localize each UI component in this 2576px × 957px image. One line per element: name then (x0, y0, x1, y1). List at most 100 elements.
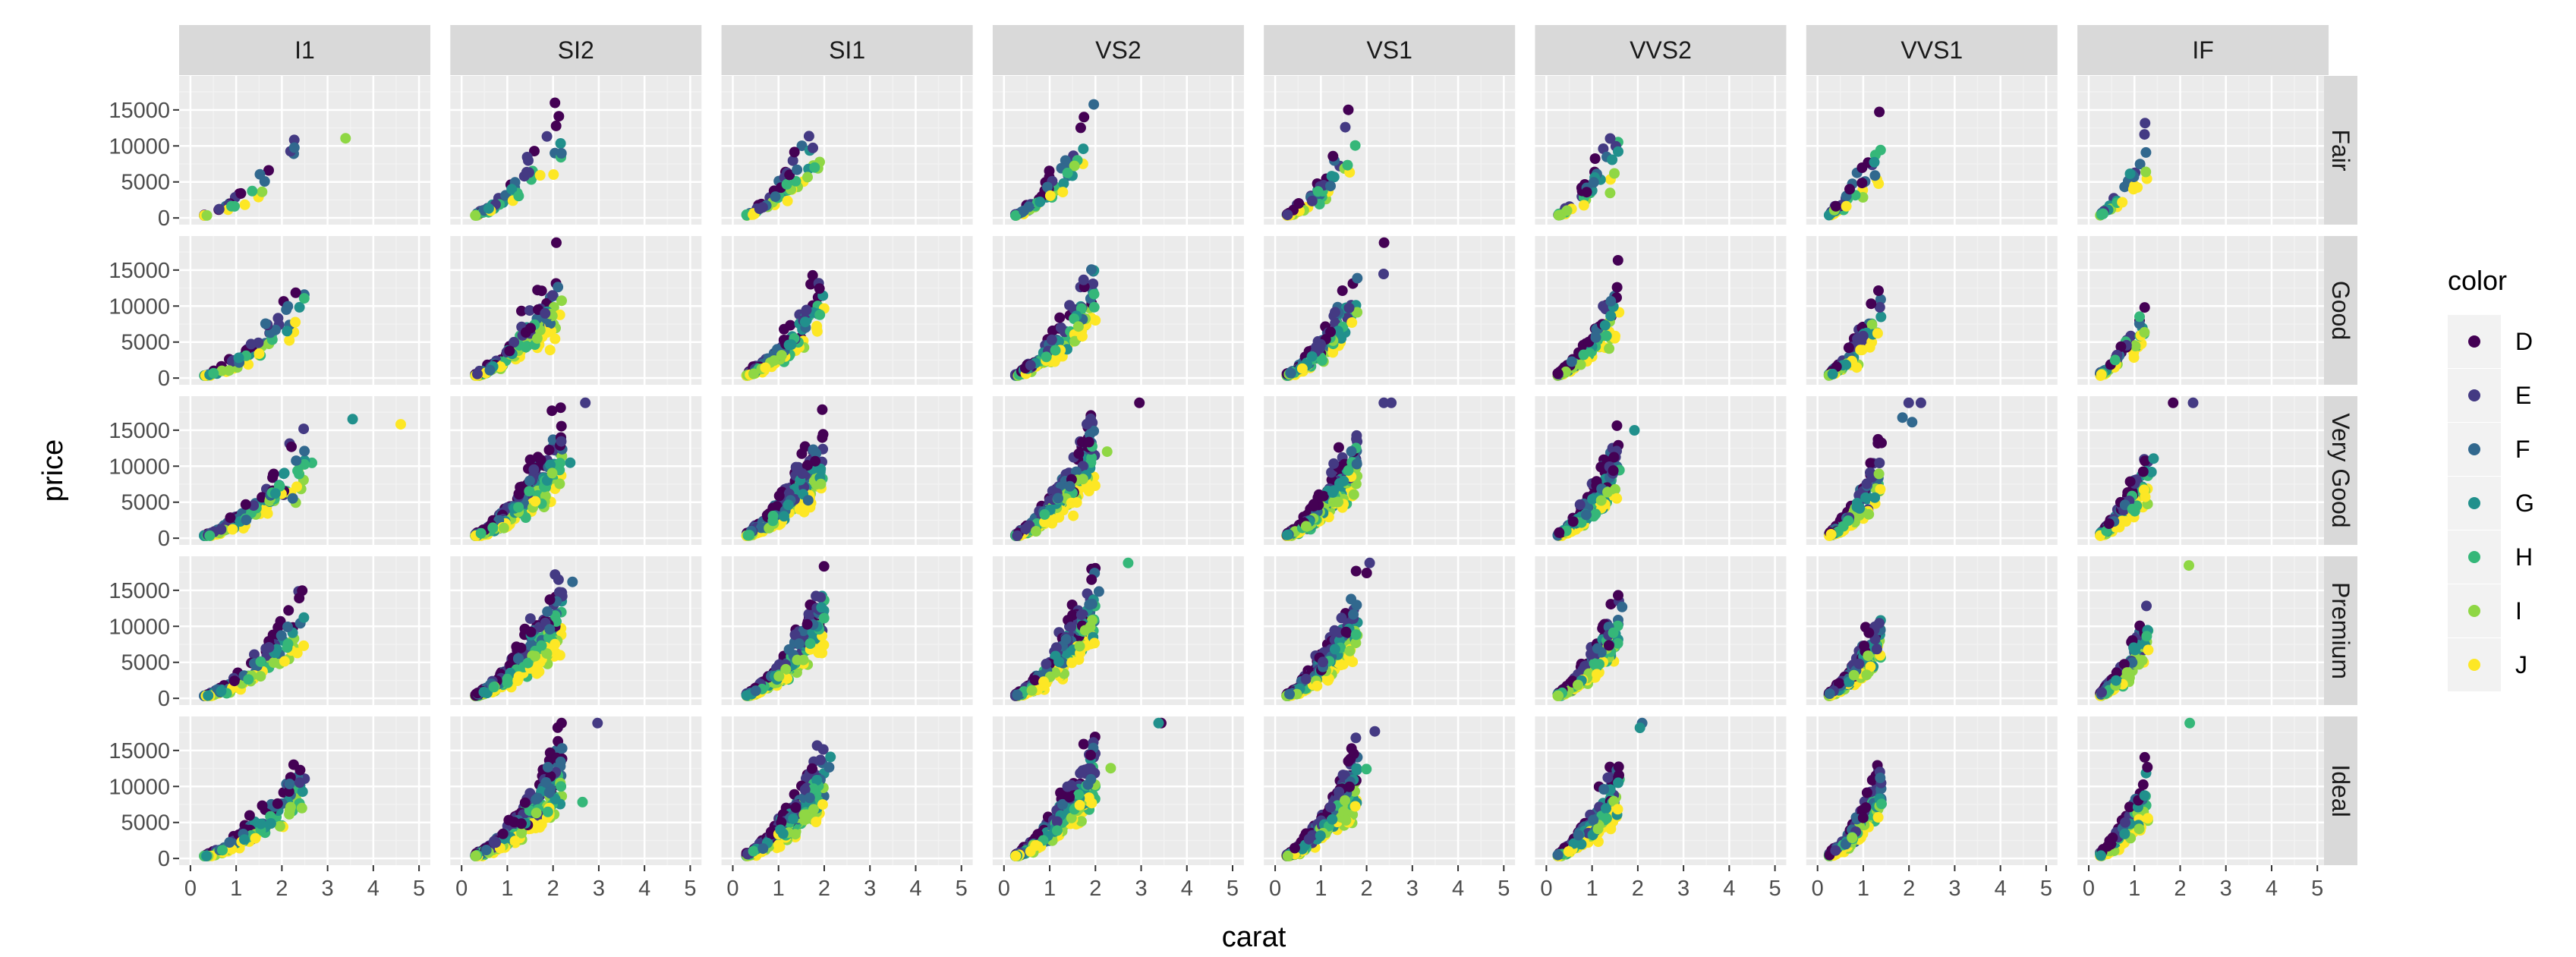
scatter-point-j (530, 496, 541, 507)
scatter-point-i (1333, 496, 1343, 508)
scatter-point-g (298, 612, 310, 623)
scatter-point-i (1072, 321, 1084, 332)
scatter-point-h (475, 527, 487, 539)
scatter-point-j (550, 333, 561, 345)
scatter-point-f (1019, 205, 1029, 216)
scatter-point-d (789, 146, 800, 158)
scatter-point-j (254, 348, 265, 360)
scatter-point-f (1588, 177, 1599, 188)
scatter-point-d (225, 512, 236, 524)
scatter-point-j (1825, 529, 1837, 540)
scatter-point-j (2096, 369, 2107, 380)
scatter-point-g (506, 184, 518, 195)
scatter-point-h (1010, 209, 1022, 221)
scatter-point-f (544, 624, 556, 635)
scatter-point-f (1352, 272, 1363, 284)
facet-panel-si1-very-good (721, 396, 973, 545)
scatter-point-j (290, 316, 301, 328)
scatter-point-i (546, 467, 558, 479)
scatter-point-h (814, 309, 826, 320)
scatter-point-d (1552, 368, 1564, 379)
scatter-point-i (268, 657, 279, 669)
scatter-point-j (1083, 486, 1094, 496)
scatter-point-e (1903, 397, 1914, 408)
scatter-point-d (1327, 150, 1339, 162)
scatter-point-e (1075, 609, 1087, 621)
scatter-point-g (203, 690, 214, 701)
scatter-point-h (1312, 186, 1324, 197)
scatter-point-g (2148, 453, 2159, 464)
facet-panel-if-very-good (2077, 396, 2329, 545)
scatter-point-h (1578, 349, 1589, 360)
facet-panel-vs1-very-good (1264, 396, 1516, 545)
scatter-point-d (2168, 397, 2179, 408)
scatter-point-d (228, 675, 240, 687)
scatter-point-f (1086, 264, 1097, 275)
scatter-point-h (1041, 351, 1052, 363)
scatter-point-j (495, 361, 506, 373)
scatter-point-d (546, 405, 558, 417)
scatter-point-j (794, 504, 805, 515)
scatter-point-d (1075, 122, 1086, 134)
facet-panel-i1-very-good (179, 396, 430, 545)
scatter-point-j (1346, 317, 1358, 328)
scatter-point-g (555, 138, 566, 149)
scatter-point-g (483, 203, 494, 214)
scatter-point-f (259, 176, 270, 187)
facet-panel-if-fair (2077, 76, 2329, 225)
scatter-point-g (816, 602, 827, 613)
scatter-point-d (1308, 499, 1319, 510)
scatter-point-h (524, 486, 535, 497)
scatter-point-i (201, 209, 213, 221)
scatter-point-i (2139, 326, 2150, 338)
scatter-point-f (282, 301, 294, 312)
scatter-point-h (1349, 140, 1361, 151)
scatter-point-d (516, 305, 527, 316)
scatter-point-f (1581, 509, 1592, 521)
scatter-point-d (1337, 285, 1348, 296)
facet-panel-si1-fair (721, 76, 973, 225)
scatter-point-d (1083, 436, 1094, 448)
scatter-point-g (779, 511, 789, 522)
facet-panel-vs2-fair (992, 76, 1244, 225)
scatter-point-e (808, 142, 818, 153)
scatter-point-e (509, 336, 520, 348)
scatter-point-i (2140, 166, 2152, 178)
scatter-point-g (1326, 171, 1337, 182)
scatter-point-f (808, 444, 819, 455)
scatter-point-j (1090, 315, 1101, 326)
scatter-point-i (748, 368, 759, 379)
scatter-point-j (548, 169, 559, 180)
scatter-point-h (487, 522, 499, 534)
scatter-point-e (524, 613, 536, 625)
scatter-point-h (521, 342, 531, 353)
scatter-point-d (2103, 518, 2115, 529)
scatter-point-d (513, 489, 524, 500)
scatter-point-d (2139, 302, 2150, 313)
scatter-point-g (294, 301, 305, 313)
scatter-point-f (276, 630, 287, 641)
scatter-point-g (1827, 368, 1838, 379)
scatter-point-h (488, 682, 499, 693)
scatter-point-g (1605, 310, 1617, 322)
scatter-point-f (1088, 99, 1100, 110)
scatter-point-f (1064, 480, 1075, 492)
scatter-point-f (750, 685, 761, 697)
facet-panel-i1-premium (179, 556, 430, 705)
scatter-point-d (286, 441, 297, 452)
scatter-point-e (528, 464, 540, 475)
scatter-point-d (529, 146, 540, 157)
scatter-point-h (282, 638, 294, 650)
scatter-point-e (1351, 430, 1362, 441)
scatter-point-d (1343, 104, 1354, 115)
scatter-point-d (817, 404, 828, 415)
scatter-point-d (550, 97, 561, 109)
scatter-point-i (1595, 495, 1607, 506)
scatter-point-d (1333, 442, 1344, 453)
scatter-point-f (792, 164, 803, 175)
scatter-point-j (279, 656, 290, 667)
scatter-point-g (565, 457, 576, 468)
scatter-point-d (2137, 466, 2149, 477)
scatter-point-d (801, 619, 813, 630)
